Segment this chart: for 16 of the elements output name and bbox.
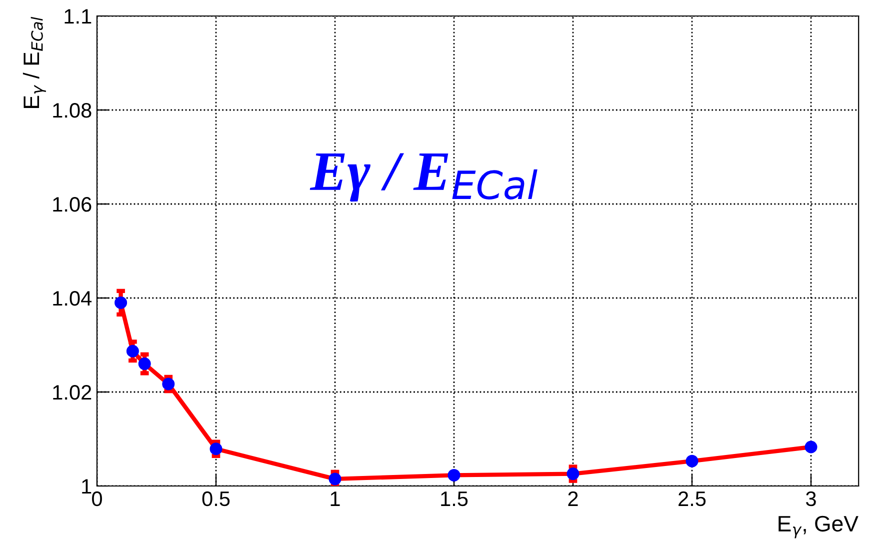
x-tick-label: 0.5 (202, 491, 230, 506)
y-axis-title: E$_{γ}$ / E$_{ECal}$ (22, 16, 46, 108)
x-tick-label: 1.5 (441, 492, 468, 506)
x-tick-label: 2 (568, 491, 578, 506)
x-tick-label: 3 (806, 491, 816, 506)
y-tick-label: 1.08 (53, 103, 92, 118)
y-tick-label: 1.04 (53, 291, 92, 306)
y-tick-label: 1.06 (53, 197, 92, 212)
y-tick-label: 1 (82, 479, 92, 494)
x-axis-title: E$_{γ}$, GeV (778, 516, 858, 538)
x-tick-label: 1 (330, 492, 340, 506)
y-tick-label: 1.1 (64, 9, 92, 24)
x-tick-label: 0 (92, 491, 102, 506)
x-tick-label: 2.5 (678, 491, 706, 506)
annotation: Eγ / E$_{ECal}$ (310, 153, 538, 202)
y-tick-label: 1.02 (53, 385, 92, 400)
